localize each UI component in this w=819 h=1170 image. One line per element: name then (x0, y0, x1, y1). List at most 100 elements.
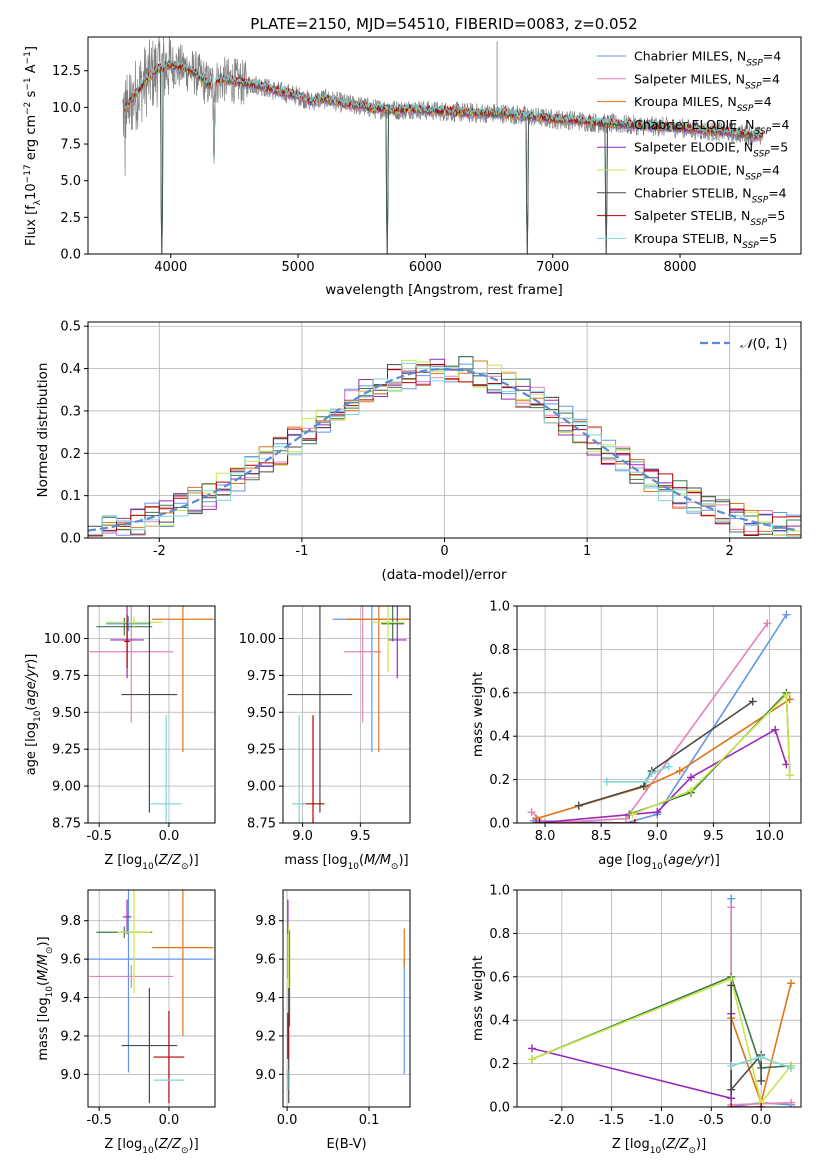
weight-marker-6-0 (727, 981, 736, 990)
y-tick-label: 9.8 (60, 914, 81, 929)
weight-marker-7-1 (630, 819, 639, 823)
x-tick-label: 8.0 (535, 829, 556, 844)
x-axis-label-part: 10 (651, 862, 663, 872)
x-tick-label: 9.0 (647, 829, 668, 844)
x-tick-label: 2 (726, 544, 734, 559)
x-axis-label: Z [log10(Z/Z⊙)] (612, 1137, 706, 1156)
weight_vs_age-panel: 8.0 8.5 9.0 9.5 10.0 0.0 0.2 0.4 0.6 0.8 1.0 age [l… (470, 600, 802, 872)
y-tick-label: 9.00 (52, 780, 81, 795)
y-tick-label: 2.5 (60, 211, 81, 226)
x-axis-label-part: Z [log (612, 1137, 650, 1152)
weight-marker-1-1 (541, 819, 550, 823)
weight-series-line-2 (535, 698, 791, 820)
y-axis-label-part: λ (33, 199, 43, 205)
x-axis-label-part: )] (398, 853, 408, 868)
weight-marker-4-1 (727, 1094, 736, 1103)
weight-marker-7-0 (535, 819, 544, 823)
weight-series-line-6 (730, 985, 762, 1092)
x-tick-label: 10.0 (755, 829, 784, 844)
x-axis-label-part: 10 (142, 1146, 154, 1156)
x-tick-label: 9.0 (292, 829, 313, 844)
x-tick-label: 0.0 (277, 1113, 298, 1128)
y-tick-label: 1.0 (489, 884, 510, 899)
y-axis-label-part: age [log (24, 722, 39, 775)
legend-label-part: SSP (742, 241, 759, 251)
legend-label-part: SSP (737, 104, 754, 114)
legend-label-part: SSP (746, 59, 763, 69)
y-axis-label-part: −1 (23, 51, 33, 64)
weight-marker-1-2 (787, 1098, 796, 1107)
legend-label-part: Chabrier MILES, N (634, 49, 746, 64)
y-axis-label: age [log10(age/yr)] (24, 654, 43, 776)
x-axis-label-part: ⊙ (391, 862, 399, 872)
x-axis-label-part: )] (189, 853, 199, 868)
axes-frame (87, 36, 802, 255)
weight-marker-8-1 (757, 1053, 766, 1062)
y-axis-label-part: erg cm (24, 115, 39, 164)
residuals-plot-area (88, 356, 801, 537)
axes-frame (516, 605, 802, 824)
x-tick-label: -2 (153, 544, 166, 559)
y-axis-label-part: −1 (23, 77, 33, 90)
y-tick-label: 1.0 (489, 600, 510, 615)
y-tick-label: 0.4 (489, 1014, 510, 1029)
legend-label-part: SSP (745, 173, 762, 183)
mass_vs_Z-panel: -0.5 0.09.09.29.49.69.8Z [log10(Z/Z⊙)]mas… (36, 889, 216, 1156)
gaussian-reference-curve (88, 367, 799, 532)
weight-marker-5-1 (686, 786, 695, 795)
x-axis-label-part: ⊙ (181, 1146, 189, 1156)
y-tick-label: 9.2 (255, 1029, 276, 1044)
legend-label-part: =4 (768, 185, 786, 200)
axes-frame (282, 605, 411, 824)
x-axis-label-part: ( (359, 853, 364, 868)
age_vs_Z-plot-area (89, 606, 214, 823)
legend-label: Chabrier MILES, NSSP=4 (634, 49, 781, 69)
weight-marker-0-3 (782, 610, 791, 619)
x-tick-label: 0.0 (159, 829, 180, 844)
weight-marker-1-0 (527, 808, 536, 817)
x-axis-label-part: Z/Z (158, 853, 182, 868)
weight-marker-8-2 (787, 1063, 796, 1072)
y-tick-label: 0.0 (60, 248, 81, 263)
x-tick-label: 0.0 (751, 1113, 772, 1128)
weight-marker-8-0 (602, 777, 611, 786)
y-axis-label-part: −17 (23, 164, 33, 183)
x-axis-label-part: ⊙ (688, 1146, 696, 1156)
legend-label: Chabrier ELODIE, NSSP=4 (634, 117, 789, 137)
weight-series-line-1 (531, 622, 768, 823)
panels: 4000 5000 6000 7000 80000.02.55.07.510.012.5… (23, 36, 802, 1156)
x-tick-label: 5000 (282, 260, 315, 275)
x-tick-label: 0.0 (159, 1113, 180, 1128)
y-tick-label: 7.5 (60, 138, 81, 153)
y-tick-label: 0.2 (489, 1057, 510, 1072)
weight-series-line-5 (632, 693, 791, 816)
weight-marker-4-1 (653, 808, 662, 817)
y-tick-label: 8.75 (247, 817, 276, 832)
y-axis-label: mass weight (470, 672, 486, 757)
y-tick-label: 10.0 (52, 101, 81, 116)
axes-frame (282, 889, 411, 1108)
weight-marker-2-2 (787, 979, 796, 988)
weight-marker-4-2 (686, 773, 695, 782)
x-tick-label: 0 (440, 544, 448, 559)
x-tick-label: 4000 (154, 260, 187, 275)
x-axis-label-part: Z/Z (158, 1137, 182, 1152)
y-axis-label-part: ⊙ (45, 947, 55, 955)
x-axis-label: age [log10(age/yr)] (598, 853, 720, 872)
weight-series-line-4 (536, 728, 788, 823)
spectrum-panel: 4000 5000 6000 7000 8000 0.0 2.5 5.0 7.5 10.0 12.5… (23, 36, 802, 298)
weight-series-line-5 (531, 977, 792, 1105)
y-tick-label: 10.00 (239, 632, 276, 647)
legend-label-part: SSP (745, 81, 762, 91)
y-tick-label: 9.6 (255, 953, 276, 968)
y-tick-label: 9.0 (60, 1068, 81, 1083)
y-axis-label-part: mass [log (36, 997, 51, 1060)
x-tick-label: -1 (295, 544, 308, 559)
legend-label-part: =5 (770, 140, 788, 155)
y-tick-label: 12.5 (52, 64, 81, 79)
weight-marker-5-0 (628, 810, 637, 819)
legend-label-part: =5 (759, 231, 777, 246)
y-tick-label: 0.4 (489, 730, 510, 745)
